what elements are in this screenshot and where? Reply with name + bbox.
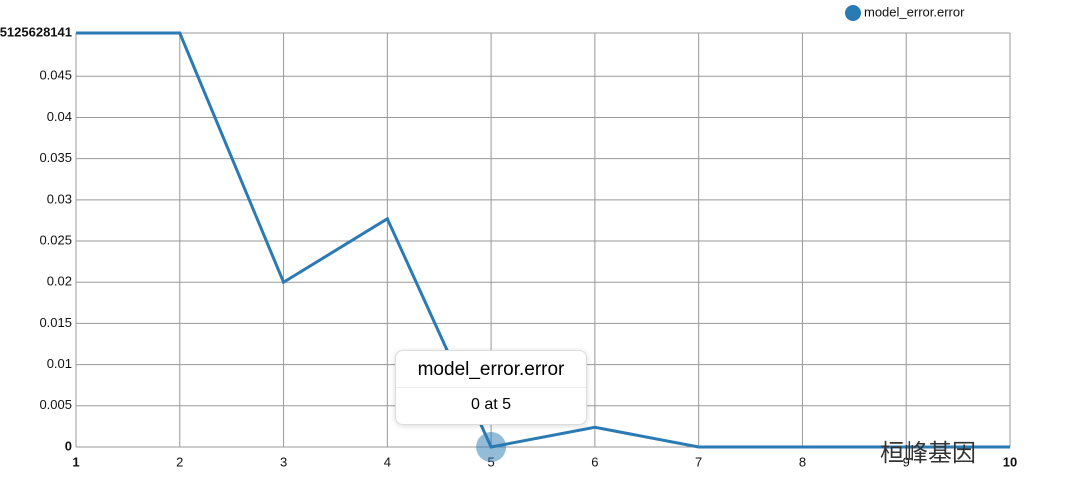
x-tick-label: 9 — [903, 454, 910, 469]
legend-label: model_error.error — [864, 4, 965, 19]
tooltip-text: 0 at 5 — [470, 396, 512, 413]
x-tick-label: 4 — [384, 454, 391, 469]
y-tick-label: 0.025 — [39, 232, 72, 247]
y-tick-label: 0 — [65, 438, 72, 453]
x-tick-label: 2 — [176, 454, 183, 469]
x-tick-label: 6 — [591, 454, 598, 469]
watermark: 桓峰基因 — [880, 439, 976, 467]
y-tick-label: 0.015 — [39, 315, 72, 330]
x-tick-label: 3 — [280, 454, 287, 469]
tooltip: model_error.error 0 at 5 — [395, 350, 587, 425]
line — [76, 31, 1010, 449]
x-tick-label: 1 — [72, 454, 79, 469]
y-tick-label: 0.04 — [47, 109, 72, 124]
y-tick-label: 0.005 — [39, 397, 72, 412]
y-tick-label: 0.035 — [39, 150, 72, 165]
y-tick-label: 0.02 — [47, 274, 72, 289]
x-tick-label: 8 — [799, 454, 806, 469]
y-tick-label: 0.05025125628141 — [0, 24, 72, 39]
x-tick-label: 10 — [1003, 454, 1017, 469]
legend-marker — [845, 5, 861, 21]
y-tick-label: 0.03 — [47, 191, 72, 206]
y-tick-label: 0.045 — [39, 68, 72, 83]
hover-point — [476, 432, 507, 462]
x-tick-label: 7 — [695, 454, 702, 469]
y-tick-label: 0.01 — [47, 356, 72, 371]
tooltip-title: model_error.error — [396, 351, 586, 388]
